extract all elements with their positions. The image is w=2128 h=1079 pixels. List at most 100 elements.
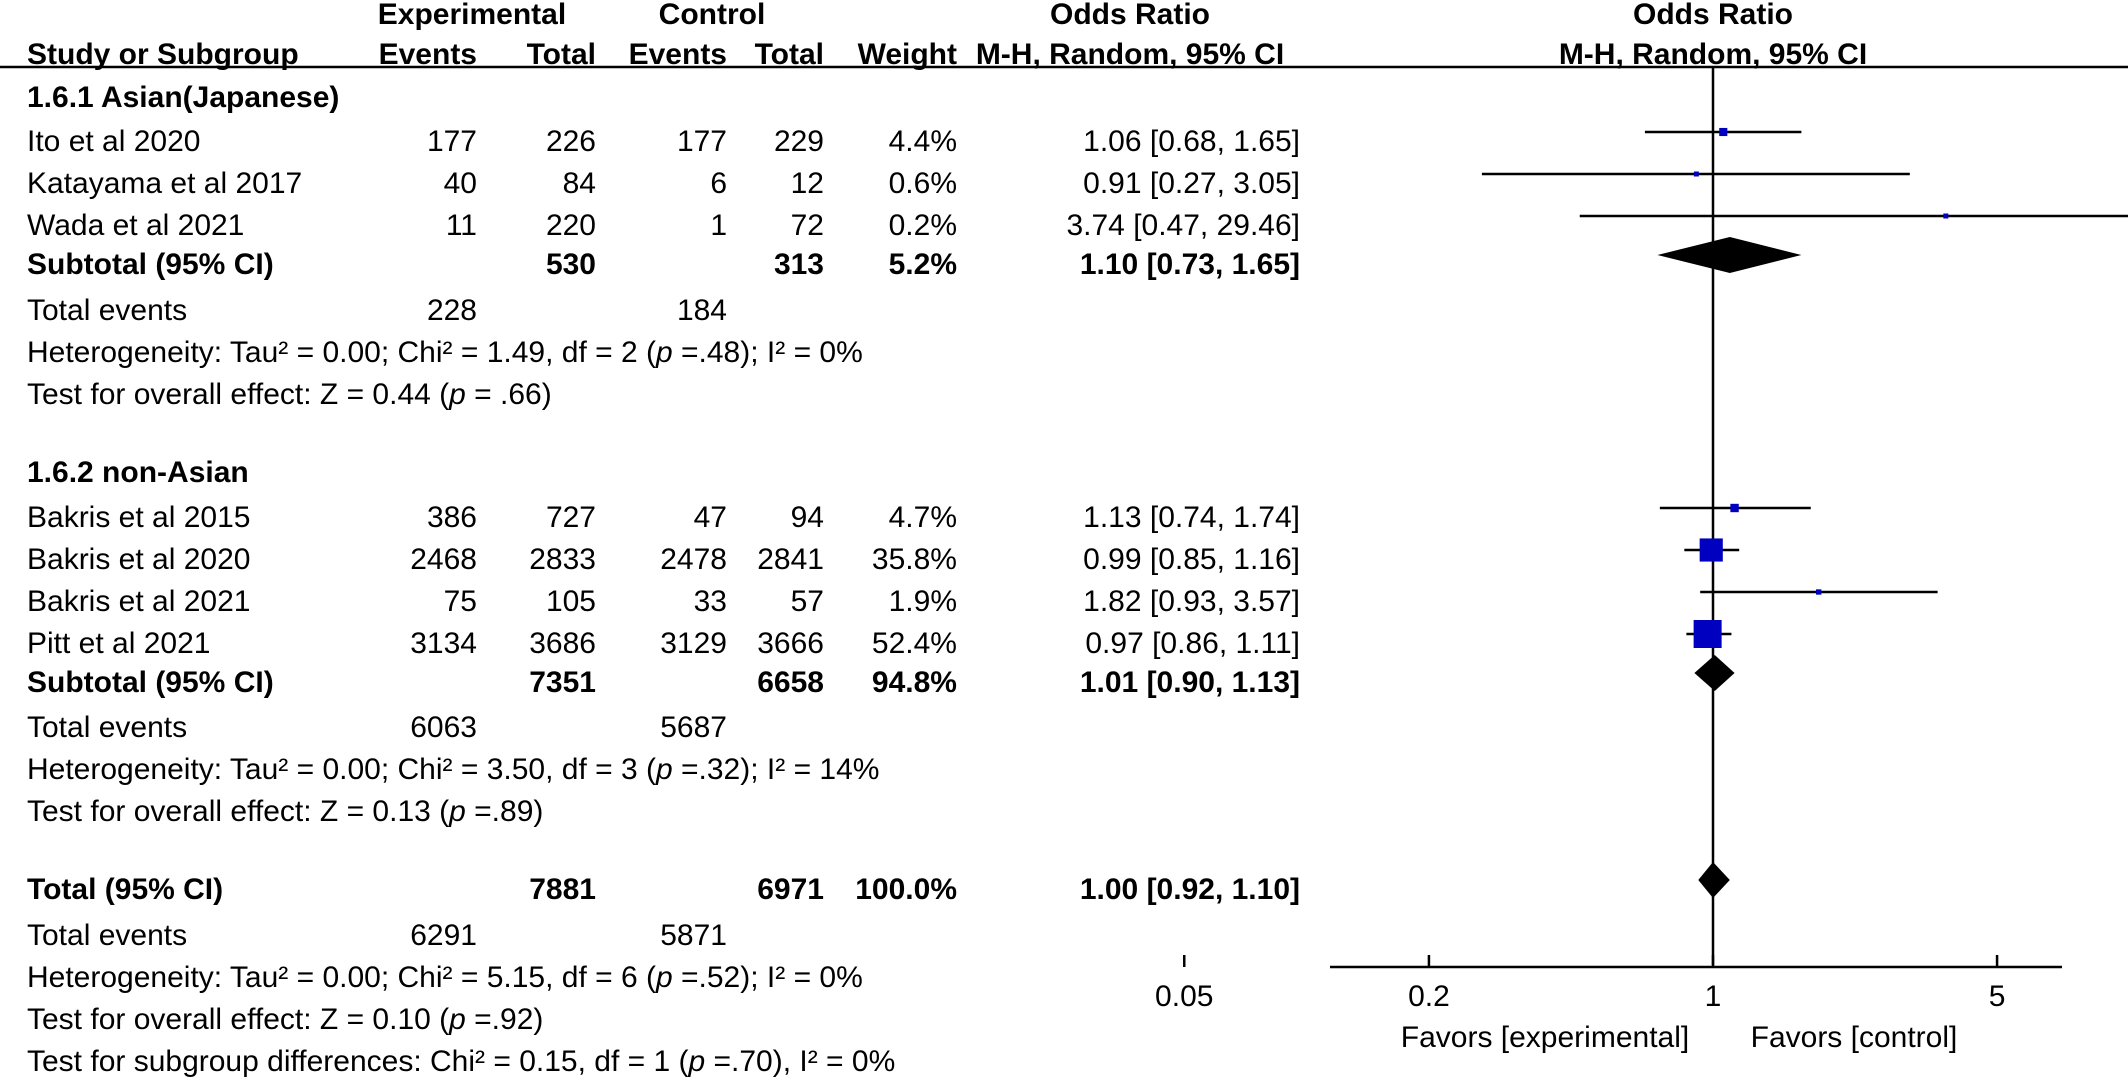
overall-effect-text-post: =.92) xyxy=(466,1003,544,1036)
heterogeneity-text-p: p xyxy=(655,336,673,369)
weight: 1.9% xyxy=(889,585,957,618)
overall-effect-text-pre: Test for overall effect: Z = 0.10 ( xyxy=(27,1003,449,1036)
overall-effect-text: Test for overall effect: Z = 0.10 (p =.9… xyxy=(27,1003,543,1036)
total-experimental: 105 xyxy=(546,585,596,618)
header-control: Control xyxy=(659,0,766,31)
total-control: 12 xyxy=(791,167,824,200)
header-total-ctl: Total xyxy=(755,38,824,71)
header-total-exp: Total xyxy=(527,38,596,71)
overall-effect-text-p: p xyxy=(448,378,466,411)
pooled-diamond xyxy=(1657,237,1802,273)
study-name: Bakris et al 2021 xyxy=(27,585,250,618)
heterogeneity-text-pre: Heterogeneity: Tau² = 0.00; Chi² = 5.15,… xyxy=(27,961,656,994)
total-events-label: Total events xyxy=(27,711,187,744)
study-name: Wada et al 2021 xyxy=(27,209,244,242)
header-method-plot: M-H, Random, 95% CI xyxy=(1559,38,1867,71)
total-control: 57 xyxy=(791,585,824,618)
header-method-table: M-H, Random, 95% CI xyxy=(976,38,1284,71)
events-experimental: 11 xyxy=(446,209,477,242)
odds-ratio-ci: 1.13 [0.74, 1.74] xyxy=(1083,501,1300,534)
study-marker xyxy=(1943,213,1949,219)
study-name: Katayama et al 2017 xyxy=(27,167,302,200)
total-events-control: 5871 xyxy=(660,919,727,952)
overall-effect-text-post: = .66) xyxy=(466,378,552,411)
overall-effect-text-pre: Test for overall effect: Z = 0.44 ( xyxy=(27,378,449,411)
odds-ratio-ci: 1.06 [0.68, 1.65] xyxy=(1083,125,1300,158)
total-control: 3666 xyxy=(757,627,824,660)
heterogeneity-text: Heterogeneity: Tau² = 0.00; Chi² = 1.49,… xyxy=(27,336,863,369)
study-marker xyxy=(1816,589,1822,595)
weight: 0.6% xyxy=(889,167,957,200)
events-control: 3129 xyxy=(660,627,727,660)
subgroup-differences-text-post: =.70), I² = 0% xyxy=(705,1045,895,1078)
weight: 0.2% xyxy=(889,209,957,242)
subtotal-weight: 100.0% xyxy=(855,873,957,906)
subgroup-differences-text-p: p xyxy=(687,1045,705,1078)
header-weight: Weight xyxy=(858,38,957,71)
study-marker xyxy=(1730,503,1739,513)
subgroup-title: 1.6.1 Asian(Japanese) xyxy=(27,81,339,114)
events-control: 1 xyxy=(710,209,727,242)
events-experimental: 3134 xyxy=(410,627,477,660)
subtotal-total-experimental: 530 xyxy=(546,248,596,281)
events-experimental: 75 xyxy=(444,585,477,618)
events-experimental: 40 xyxy=(444,167,477,200)
study-marker xyxy=(1699,538,1723,562)
total-experimental: 220 xyxy=(546,209,596,242)
subtotal-total-control: 6658 xyxy=(757,666,824,699)
total-events-label: Total events xyxy=(27,294,187,327)
heterogeneity-text-p: p xyxy=(655,961,673,994)
subgroup-differences-text-pre: Test for subgroup differences: Chi² = 0.… xyxy=(27,1045,688,1078)
events-experimental: 2468 xyxy=(410,543,477,576)
x-tick-label: 0.2 xyxy=(1408,980,1450,1013)
odds-ratio-ci: 0.99 [0.85, 1.16] xyxy=(1083,543,1300,576)
subtotal-weight: 94.8% xyxy=(872,666,957,699)
weight: 4.4% xyxy=(889,125,957,158)
weight: 35.8% xyxy=(872,543,957,576)
events-control: 177 xyxy=(677,125,727,158)
odds-ratio-ci: 0.91 [0.27, 3.05] xyxy=(1083,167,1300,200)
heterogeneity-text-p: p xyxy=(655,753,673,786)
events-experimental: 177 xyxy=(427,125,477,158)
total-experimental: 727 xyxy=(546,501,596,534)
header-events-exp: Events xyxy=(379,38,477,71)
subtotal-label: Total (95% CI) xyxy=(27,873,223,906)
subtotal-weight: 5.2% xyxy=(889,248,957,281)
overall-effect-text-p: p xyxy=(448,795,466,828)
x-tick-label: 0.05 xyxy=(1155,980,1213,1013)
x-tick-label: 5 xyxy=(1989,980,2006,1013)
total-events-control: 5687 xyxy=(660,711,727,744)
subgroup-differences-text: Test for subgroup differences: Chi² = 0.… xyxy=(27,1045,895,1078)
study-name: Bakris et al 2015 xyxy=(27,501,250,534)
heterogeneity-text: Heterogeneity: Tau² = 0.00; Chi² = 3.50,… xyxy=(27,753,879,786)
header-events-ctl: Events xyxy=(629,38,727,71)
total-events-label: Total events xyxy=(27,919,187,952)
subgroup-title: 1.6.2 non-Asian xyxy=(27,456,249,489)
total-experimental: 84 xyxy=(563,167,596,200)
total-experimental: 3686 xyxy=(529,627,596,660)
events-experimental: 386 xyxy=(427,501,477,534)
events-control: 6 xyxy=(710,167,727,200)
overall-effect-text-post: =.89) xyxy=(466,795,544,828)
odds-ratio-ci: 3.74 [0.47, 29.46] xyxy=(1066,209,1300,242)
study-marker xyxy=(1693,620,1722,648)
total-control: 2841 xyxy=(757,543,824,576)
total-control: 94 xyxy=(791,501,824,534)
heterogeneity-text: Heterogeneity: Tau² = 0.00; Chi² = 5.15,… xyxy=(27,961,863,994)
header-odds-ratio-table: Odds Ratio xyxy=(1050,0,1210,31)
header-study: Study or Subgroup xyxy=(27,38,299,71)
total-control: 229 xyxy=(774,125,824,158)
pooled-diamond xyxy=(1694,655,1735,691)
study-marker xyxy=(1719,127,1728,137)
odds-ratio-ci: 0.97 [0.86, 1.11] xyxy=(1085,627,1300,660)
subtotal-label: Subtotal (95% CI) xyxy=(27,248,274,281)
plot-area: 0.050.21520Favors [experimental]Favors [… xyxy=(1155,67,2128,1054)
events-control: 2478 xyxy=(660,543,727,576)
study-marker xyxy=(1693,171,1699,177)
header-odds-ratio-plot: Odds Ratio xyxy=(1633,0,1793,31)
study-name: Pitt et al 2021 xyxy=(27,627,210,660)
weight: 52.4% xyxy=(872,627,957,660)
study-name: Bakris et al 2020 xyxy=(27,543,250,576)
